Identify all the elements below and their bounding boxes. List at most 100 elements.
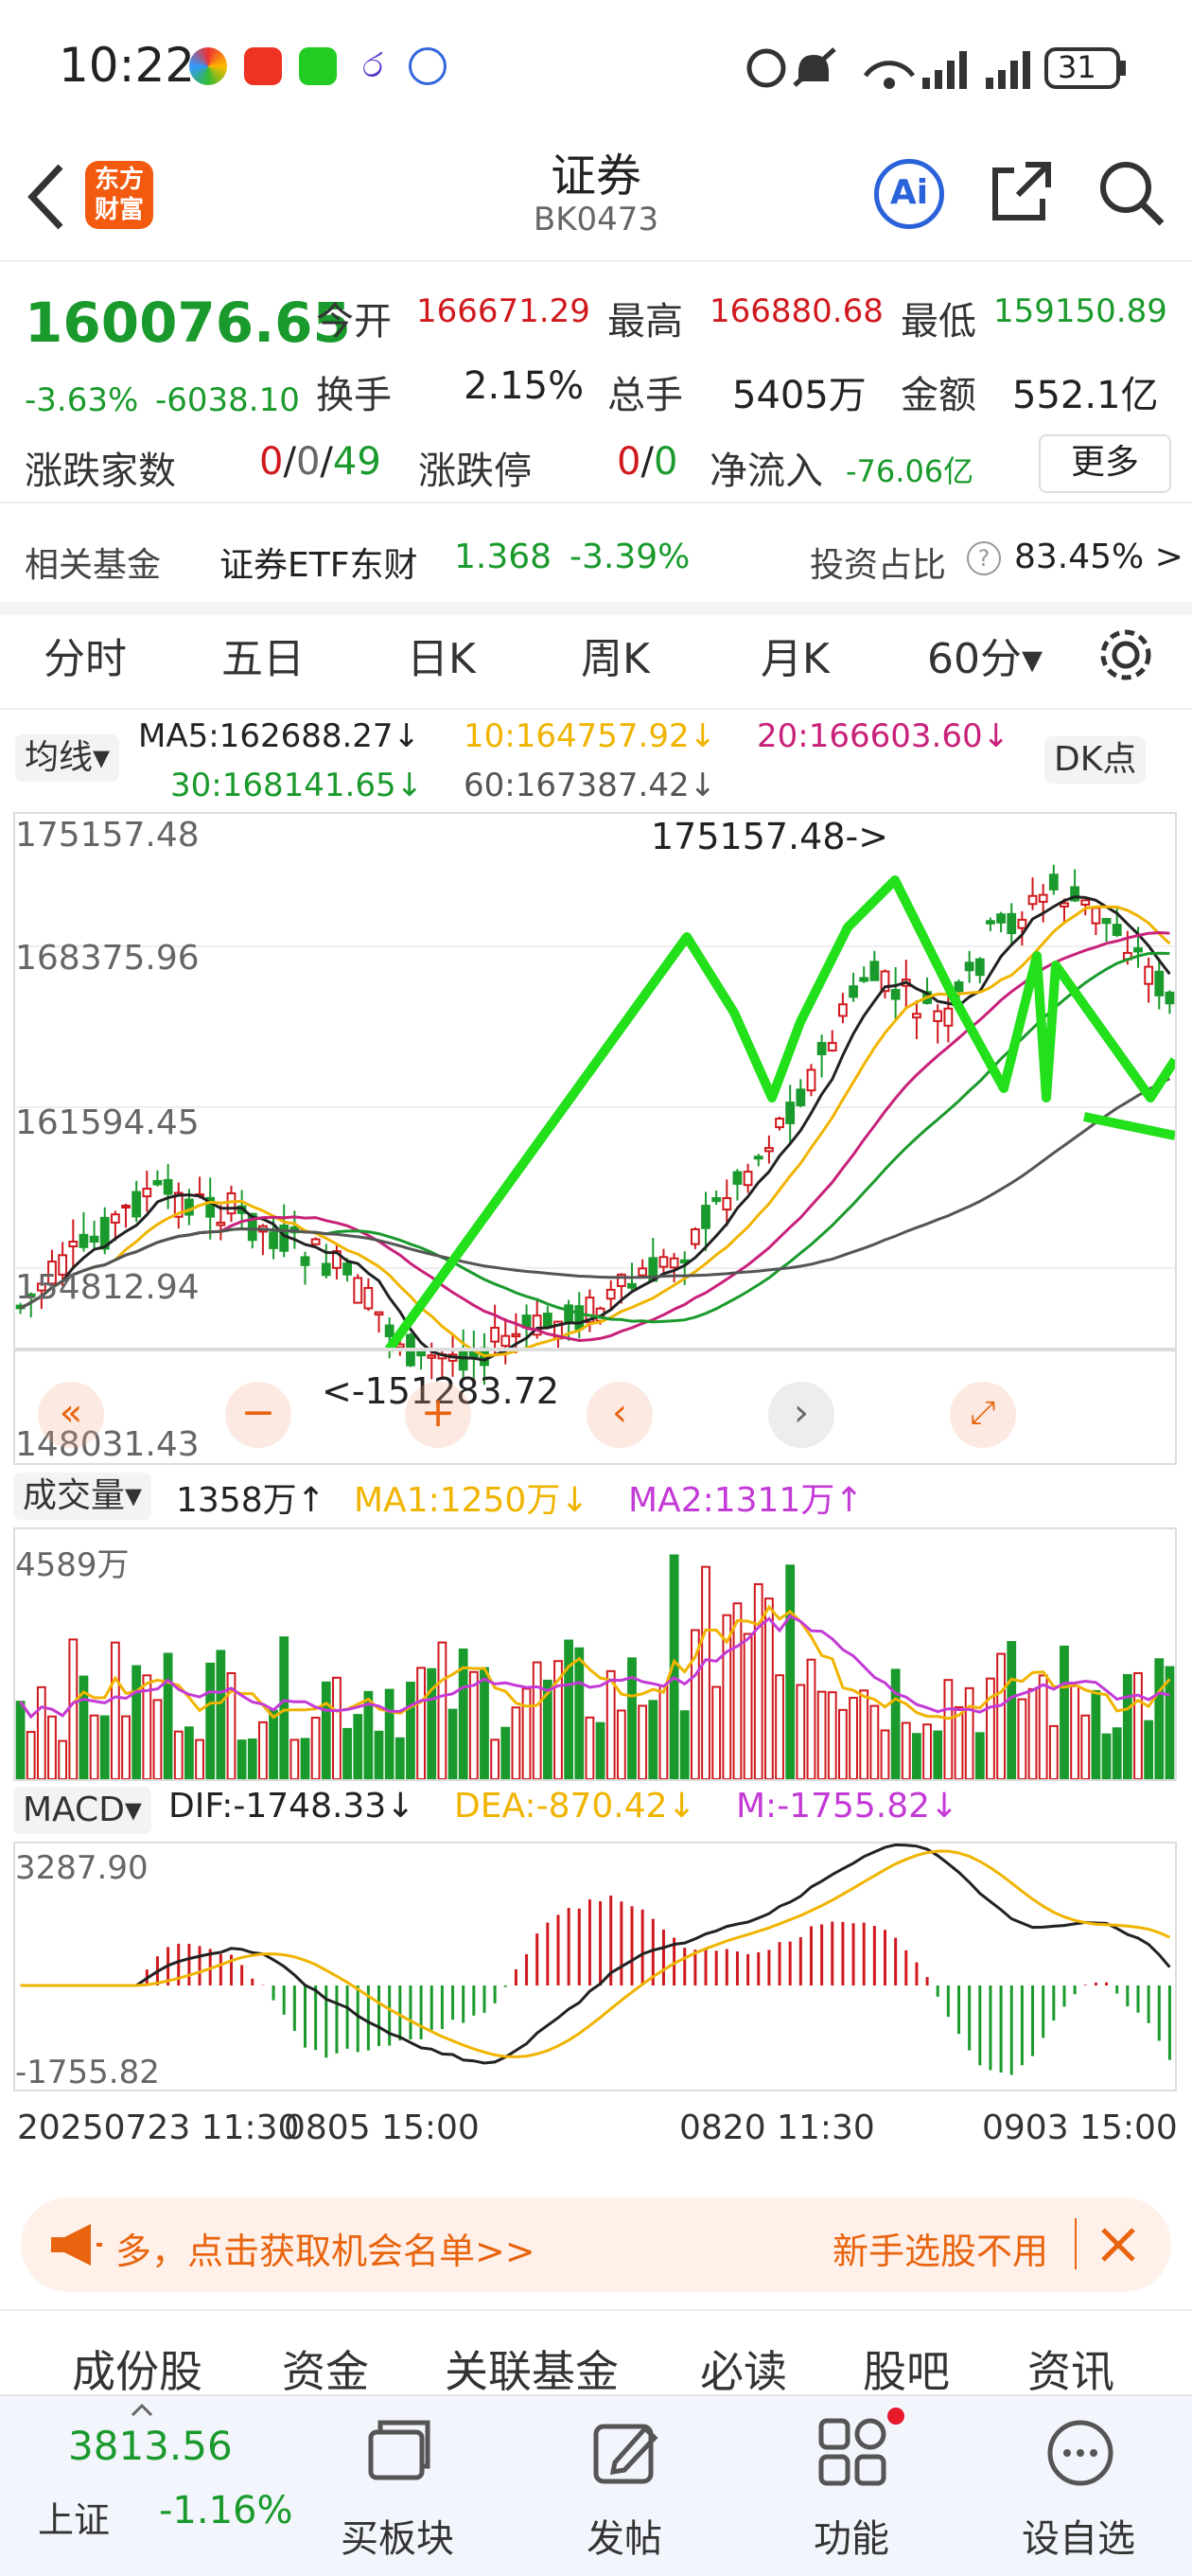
volume-selector[interactable]: 成交量▾	[13, 1473, 152, 1520]
fund-name[interactable]: 证券ETF东财	[219, 546, 418, 585]
app-icon-2: ර	[354, 47, 392, 85]
zoom-in-icon[interactable]: +	[405, 1382, 471, 1448]
back-icon[interactable]	[23, 159, 70, 235]
volume-label: 总手	[607, 374, 683, 417]
candle-body	[859, 977, 869, 982]
candle-body	[1133, 947, 1143, 953]
ai-button[interactable]: Ai	[874, 159, 944, 229]
macd-axis-min: -1755.82	[15, 2054, 160, 2091]
updown-label: 涨跌家数	[25, 450, 176, 493]
tab-related-funds[interactable]: 关联基金	[445, 2346, 619, 2397]
volume-bar	[1144, 1720, 1154, 1781]
share-icon[interactable]	[988, 157, 1056, 225]
candle-body	[1060, 902, 1069, 908]
promo-banner[interactable]: 多，点击获取机会名单>> 新手选股不用	[21, 2197, 1171, 2292]
candle-body	[574, 1305, 585, 1331]
candle-body	[68, 1241, 79, 1248]
tab-weekly-k[interactable]: 周K	[581, 635, 650, 683]
high-label: 最高	[607, 300, 683, 344]
tab-daily-k[interactable]: 日K	[407, 635, 476, 683]
tab-news[interactable]: 资讯	[1027, 2346, 1114, 2397]
annotation-stroke	[1082, 1112, 1177, 1140]
close-icon[interactable]	[1099, 2226, 1137, 2264]
tab-constituents[interactable]: 成份股	[72, 2346, 202, 2397]
tab-must-read[interactable]: 必读	[700, 2346, 787, 2397]
volume-bar	[1080, 1714, 1091, 1781]
tab-forum[interactable]: 股吧	[863, 2346, 950, 2397]
scroll-left-icon[interactable]: ‹	[587, 1382, 653, 1448]
volume-bar	[743, 1632, 753, 1780]
ma60-line	[19, 1077, 1171, 1310]
kline-chart[interactable]	[13, 812, 1180, 1465]
volume-bar	[1122, 1673, 1132, 1780]
help-icon[interactable]: ?	[967, 541, 1001, 575]
related-fund-row[interactable]: 相关基金 证券ETF东财 1.368 -3.39% 投资占比 ? 83.45% …	[0, 511, 1192, 596]
quote-panel: 160076.65 -3.63% -6038.10 今开 166671.29 最…	[0, 260, 1192, 502]
candle-body	[1101, 918, 1112, 925]
candle-body	[142, 1188, 152, 1198]
candle-body	[458, 1349, 468, 1371]
promo-text[interactable]: 多，点击获取机会名单>>	[115, 2231, 535, 2272]
volume-bar	[1007, 1641, 1017, 1780]
limit-label: 涨跌停	[418, 450, 532, 493]
index-ticker[interactable]: 3813.56 上证 -1.16%	[0, 2394, 322, 2574]
volume-bar	[406, 1681, 415, 1781]
volume-chart[interactable]	[13, 1527, 1177, 1781]
volume-bar	[99, 1715, 110, 1780]
volume-bar	[26, 1731, 36, 1780]
min-price-marker: <-151283.72	[322, 1370, 560, 1412]
volume-bar	[849, 1697, 858, 1781]
candle-body	[342, 1262, 352, 1276]
volume-bar	[943, 1679, 954, 1780]
macd-dea: DEA:-870.42↓	[454, 1787, 696, 1826]
volume-bar	[880, 1729, 890, 1780]
volume-bar	[986, 1677, 995, 1780]
candle-body	[47, 1261, 57, 1285]
clock: 10:22	[59, 38, 196, 93]
fund-label: 相关基金	[25, 546, 162, 585]
ma-selector[interactable]: 均线▾	[15, 734, 120, 782]
candle-body	[26, 1293, 36, 1298]
scroll-right-icon[interactable]: ›	[768, 1382, 834, 1448]
candle-body	[1007, 912, 1017, 935]
notification-dot	[887, 2408, 904, 2425]
volume-bar	[468, 1670, 479, 1781]
volume-bar	[796, 1684, 806, 1780]
settings-gear-icon[interactable]	[1097, 626, 1154, 683]
separator	[1075, 2218, 1077, 2269]
candle-body	[363, 1286, 374, 1310]
ratio-value[interactable]: 83.45% >	[1014, 538, 1183, 576]
app-logo[interactable]: 东方 财富	[85, 161, 153, 229]
volume-bar	[173, 1730, 184, 1781]
candle-body	[763, 1147, 774, 1153]
zoom-out-icon[interactable]: −	[225, 1382, 291, 1448]
date-label: 0820 11:30	[679, 2108, 875, 2147]
macd-chart[interactable]	[13, 1842, 1177, 2091]
candle-body	[163, 1178, 173, 1195]
search-icon[interactable]	[1096, 157, 1167, 229]
tab-60min[interactable]: 60分▾	[927, 635, 1043, 683]
ratio-label: 投资占比	[810, 546, 947, 585]
megaphone-icon	[51, 2224, 102, 2266]
macd-selector[interactable]: MACD▾	[13, 1787, 151, 1834]
baidu-icon	[409, 47, 447, 85]
candle-body	[1154, 970, 1165, 997]
candle-body	[605, 1288, 616, 1300]
turnover-label: 换手	[316, 374, 392, 417]
tab-intraday[interactable]: 分时	[44, 635, 127, 683]
fullscreen-icon[interactable]: ⤢	[950, 1382, 1016, 1448]
volume-bar	[152, 1699, 163, 1781]
index-value: 3813.56	[68, 2423, 233, 2469]
rewind-icon[interactable]: «	[38, 1382, 104, 1448]
tab-funds-flow[interactable]: 资金	[282, 2346, 369, 2397]
candle-body	[669, 1257, 679, 1269]
tab-monthly-k[interactable]: 月K	[761, 635, 830, 683]
volume-bar	[806, 1658, 816, 1780]
promo-text-right[interactable]: 新手选股不用	[833, 2231, 1049, 2272]
more-button[interactable]: 更多	[1039, 434, 1171, 493]
apps-grid-icon	[818, 2418, 886, 2486]
tab-five-day[interactable]: 五日	[221, 635, 305, 683]
volume-bar	[732, 1602, 743, 1780]
dk-point-button[interactable]: DK点	[1044, 736, 1147, 784]
macd-svg	[20, 1843, 1171, 2075]
